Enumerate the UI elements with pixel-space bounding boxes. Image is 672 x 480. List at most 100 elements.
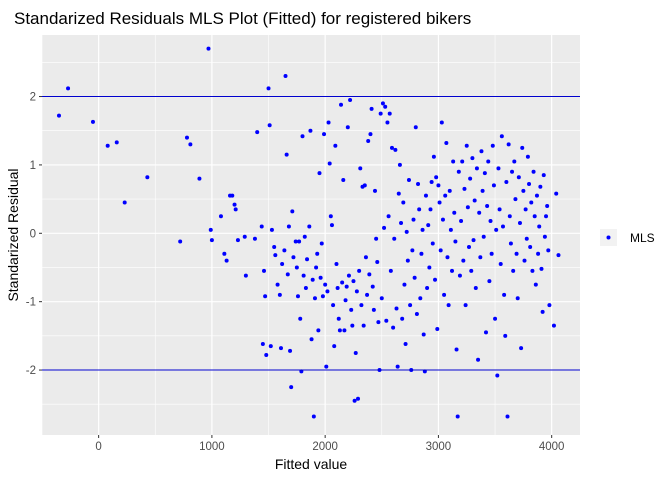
data-point bbox=[324, 364, 329, 369]
data-point bbox=[294, 265, 299, 270]
data-point bbox=[538, 184, 543, 189]
data-point bbox=[498, 262, 503, 267]
data-point bbox=[326, 120, 331, 125]
data-point bbox=[459, 218, 464, 223]
data-point bbox=[370, 284, 375, 289]
data-point bbox=[437, 200, 442, 205]
data-point bbox=[312, 296, 317, 301]
data-point bbox=[339, 102, 344, 107]
data-point bbox=[499, 134, 504, 139]
data-point bbox=[451, 159, 456, 164]
data-point bbox=[401, 200, 406, 205]
data-point bbox=[393, 147, 398, 152]
data-point bbox=[122, 200, 127, 205]
data-point bbox=[397, 162, 402, 167]
data-point bbox=[528, 244, 533, 249]
data-point bbox=[331, 303, 336, 308]
data-point bbox=[208, 227, 213, 232]
data-point bbox=[473, 285, 478, 290]
data-point bbox=[392, 236, 397, 241]
data-point bbox=[335, 285, 340, 290]
data-point bbox=[388, 268, 393, 273]
data-point bbox=[269, 227, 274, 232]
data-point bbox=[532, 214, 537, 219]
data-point bbox=[293, 239, 298, 244]
data-point bbox=[362, 183, 367, 188]
data-point bbox=[378, 111, 383, 116]
data-point bbox=[425, 285, 430, 290]
data-point bbox=[283, 74, 288, 79]
data-point bbox=[403, 342, 408, 347]
data-point bbox=[546, 248, 551, 253]
data-point bbox=[230, 193, 235, 198]
data-point bbox=[260, 342, 265, 347]
data-point bbox=[314, 265, 319, 270]
data-point bbox=[266, 86, 271, 91]
data-point bbox=[494, 227, 499, 232]
x-tick-label: 4000 bbox=[539, 441, 565, 453]
data-point bbox=[209, 238, 214, 243]
data-point bbox=[344, 284, 349, 289]
data-point bbox=[337, 328, 342, 333]
data-point bbox=[444, 141, 449, 146]
data-point bbox=[456, 169, 461, 174]
data-point bbox=[508, 241, 513, 246]
data-point bbox=[495, 373, 500, 378]
data-point bbox=[413, 125, 418, 130]
data-point bbox=[421, 332, 426, 337]
data-point bbox=[467, 244, 472, 249]
data-point bbox=[320, 294, 325, 299]
data-point bbox=[289, 385, 294, 390]
data-point bbox=[474, 166, 479, 171]
data-point bbox=[433, 277, 438, 282]
data-point bbox=[387, 111, 392, 116]
data-point bbox=[261, 268, 266, 273]
plot-panel bbox=[42, 35, 580, 435]
data-point bbox=[534, 193, 539, 198]
y-tick-label: -1 bbox=[26, 297, 36, 309]
data-point bbox=[480, 188, 485, 193]
data-point bbox=[507, 214, 512, 219]
data-point bbox=[419, 251, 424, 256]
x-axis-title: Fitted value bbox=[275, 456, 348, 472]
x-tick-label: 1000 bbox=[199, 441, 225, 453]
data-point bbox=[303, 285, 308, 290]
y-axis-title: Standarized Residual bbox=[5, 168, 21, 301]
data-point bbox=[334, 262, 339, 267]
data-point bbox=[310, 277, 315, 282]
data-point bbox=[431, 154, 436, 159]
data-point bbox=[524, 236, 529, 241]
data-point bbox=[297, 239, 302, 244]
data-point bbox=[411, 217, 416, 222]
data-point bbox=[471, 238, 476, 243]
data-point bbox=[542, 234, 547, 239]
data-point bbox=[438, 248, 443, 253]
data-point bbox=[448, 227, 453, 232]
x-axis-ticks: 0 1000 2000 3000 4000 bbox=[95, 435, 564, 453]
data-point bbox=[541, 173, 546, 178]
data-point bbox=[376, 320, 381, 325]
data-point bbox=[264, 353, 269, 357]
data-point bbox=[197, 176, 202, 181]
data-point bbox=[308, 128, 313, 133]
data-point bbox=[259, 224, 264, 229]
data-point bbox=[351, 279, 356, 284]
data-point bbox=[481, 234, 486, 239]
data-point bbox=[423, 193, 428, 198]
data-point bbox=[305, 257, 310, 262]
data-point bbox=[420, 227, 425, 232]
data-point bbox=[235, 238, 240, 243]
x-tick-label: 2000 bbox=[312, 441, 338, 453]
legend-label: MLS bbox=[630, 231, 655, 245]
legend: MLS bbox=[600, 229, 655, 246]
data-point bbox=[300, 134, 305, 139]
data-point bbox=[284, 152, 289, 157]
data-point bbox=[105, 143, 110, 148]
data-point bbox=[545, 203, 550, 208]
x-tick-label: 0 bbox=[95, 441, 101, 453]
data-point bbox=[533, 282, 538, 287]
data-point bbox=[439, 120, 444, 125]
data-point bbox=[503, 333, 508, 338]
data-point bbox=[446, 303, 451, 308]
